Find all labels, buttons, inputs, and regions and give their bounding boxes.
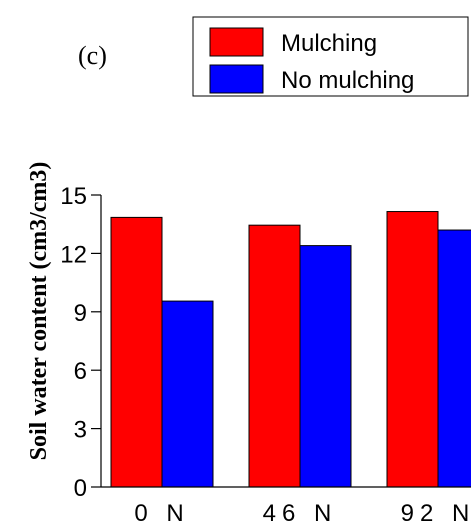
legend-swatch-no-mulching xyxy=(209,64,264,94)
bars xyxy=(110,211,471,488)
y-tick-label: 15 xyxy=(60,183,87,210)
bar-mulching-46-n xyxy=(248,224,301,488)
y-tick-label: 6 xyxy=(74,358,87,385)
bar-no-mulching-0-n xyxy=(161,300,214,488)
bar-no-mulching-46-n xyxy=(299,245,352,488)
x-tick-label: 46 N xyxy=(263,500,338,527)
y-tick-label: 0 xyxy=(74,475,87,502)
legend-label-no-mulching: No mulching xyxy=(281,67,414,94)
panel-label: (c) xyxy=(78,41,107,70)
bar-mulching-92-n xyxy=(386,211,439,488)
legend-label-mulching: Mulching xyxy=(281,30,377,57)
legend: Mulching No mulching xyxy=(192,16,469,97)
y-tick-label: 3 xyxy=(74,417,87,444)
y-axis-label: Soil water content (cm3/cm3) xyxy=(26,162,52,461)
y-axis: 0 3 6 9 12 15 xyxy=(60,183,102,502)
bar-no-mulching-92-n xyxy=(437,229,471,488)
x-tick-label: 92 N xyxy=(401,500,471,527)
bar-mulching-0-n xyxy=(110,216,163,488)
legend-swatch-mulching xyxy=(209,27,264,57)
y-tick-label: 12 xyxy=(60,241,87,268)
x-tick-label: 0 N xyxy=(134,500,189,527)
y-tick-label: 9 xyxy=(74,300,87,327)
x-axis: 0 N 46 N 92 N xyxy=(101,486,471,527)
